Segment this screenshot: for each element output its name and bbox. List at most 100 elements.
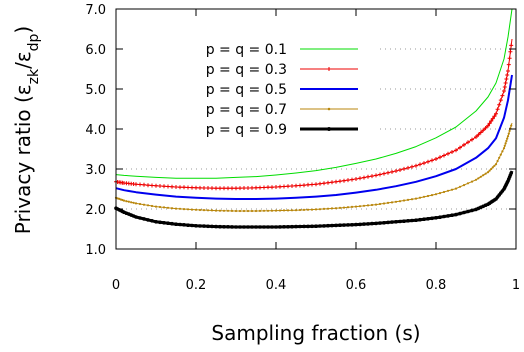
marker-1-6-0 xyxy=(214,186,218,191)
marker-1-10-2 xyxy=(302,183,306,188)
series-line-2 xyxy=(115,74,513,200)
marker-4-2-0 xyxy=(134,215,138,219)
marker-4-13-2 xyxy=(362,222,366,226)
marker-1-23-2 xyxy=(507,56,512,61)
marker-4-14-3 xyxy=(386,220,390,225)
marker-3-18-0 xyxy=(454,187,458,190)
marker-1-17-2 xyxy=(442,153,446,158)
marker-4-4-3 xyxy=(186,223,190,227)
marker-1-9-1 xyxy=(278,184,282,189)
marker-1-2-3 xyxy=(146,183,150,188)
marker-4-11-1 xyxy=(318,224,322,228)
marker-3-23-1 xyxy=(507,132,510,135)
marker-3-18-2 xyxy=(462,184,466,187)
marker-3-21-0 xyxy=(494,163,498,166)
marker-3-13-0 xyxy=(354,205,358,208)
legend-label-2: p = q = 0.5 xyxy=(206,82,287,98)
marker-1-12-1 xyxy=(338,179,342,184)
marker-4-2-3 xyxy=(146,218,150,222)
marker-1-12-3 xyxy=(346,178,350,183)
marker-4-4-0 xyxy=(174,222,178,226)
legend-marker-3 xyxy=(327,107,331,111)
marker-3-20-1 xyxy=(488,169,491,172)
marker-4-3-2 xyxy=(162,221,166,225)
marker-4-6-4 xyxy=(230,225,234,229)
y-tick-label-6: 7.0 xyxy=(85,3,106,18)
marker-3-18-1 xyxy=(458,185,462,188)
marker-4-13-0 xyxy=(354,222,358,227)
marker-4-14-2 xyxy=(382,221,386,225)
marker-4-15-2 xyxy=(402,219,406,223)
marker-4-18-0 xyxy=(454,212,458,217)
series-line-3 xyxy=(115,122,513,212)
marker-4-10-1 xyxy=(298,224,302,229)
marker-1-13-1 xyxy=(358,176,362,181)
marker-4-18-4 xyxy=(470,208,474,213)
marker-4-10-4 xyxy=(310,224,314,229)
marker-1-3-4 xyxy=(170,184,174,189)
axis-ticks: 1.0 2.0 3.0 4.0 5.0 6.0 7.0 0 0.2 0.4 0.6 0.8 1 xyxy=(85,3,520,293)
marker-1-9-3 xyxy=(286,184,290,189)
marker-3-4-1 xyxy=(178,207,182,210)
marker-4-10-0 xyxy=(294,224,298,229)
marker-1-19-2 xyxy=(478,130,483,135)
marker-1-20-2 xyxy=(489,119,494,123)
marker-1-13-4 xyxy=(370,174,374,179)
marker-1-12-2 xyxy=(342,178,346,183)
marker-4-5-2 xyxy=(202,224,206,228)
marker-4-5-4 xyxy=(210,224,214,229)
marker-3-16-3 xyxy=(426,194,430,198)
marker-4-10-3 xyxy=(306,224,310,229)
marker-1-13-0 xyxy=(354,177,358,181)
y-axis-title-sub-zk: zk xyxy=(26,68,42,84)
x-tick-label-2: 0.4 xyxy=(266,278,287,293)
marker-3-23-0 xyxy=(506,135,510,138)
marker-4-9-3 xyxy=(286,225,290,229)
marker-3-2-4 xyxy=(150,204,154,208)
y-tick-label-0: 1.0 xyxy=(85,243,106,258)
marker-1-22-2 xyxy=(503,81,508,85)
marker-3-9-0 xyxy=(274,209,278,212)
marker-3-19-4 xyxy=(484,172,487,175)
marker-3-9-2 xyxy=(282,209,286,212)
marker-4-8-3 xyxy=(266,225,270,229)
marker-4-18-2 xyxy=(462,210,466,215)
marker-1-18-3 xyxy=(466,140,470,145)
marker-3-5-4 xyxy=(210,209,214,212)
marker-4-16-3 xyxy=(426,217,430,221)
marker-1-22-3 xyxy=(504,77,509,81)
marker-1-8-2 xyxy=(262,185,266,190)
marker-3-12-4 xyxy=(350,205,354,208)
marker-1-7-1 xyxy=(238,186,242,191)
marker-4-16-0 xyxy=(414,218,418,222)
y-axis-title-mid: /ε xyxy=(11,51,35,69)
marker-3-6-3 xyxy=(226,209,230,212)
marker-4-13-4 xyxy=(370,221,374,226)
marker-1-21-4 xyxy=(500,93,505,98)
marker-1-3-2 xyxy=(162,184,166,189)
marker-4-12-4 xyxy=(350,223,354,227)
marker-3-4-3 xyxy=(186,208,190,211)
y-tick-label-2: 3.0 xyxy=(85,163,106,178)
y-tick-label-4: 5.0 xyxy=(85,83,106,98)
marker-1-21-0 xyxy=(494,111,498,116)
marker-4-12-0 xyxy=(334,223,338,228)
y-tick-label-1: 2.0 xyxy=(85,203,106,218)
marker-3-8-3 xyxy=(266,209,270,212)
marker-3-13-3 xyxy=(366,204,370,207)
marker-1-7-4 xyxy=(250,185,254,190)
series-markers-1 xyxy=(114,43,514,191)
series-line-0 xyxy=(115,8,513,179)
marker-3-17-0 xyxy=(434,193,438,196)
marker-1-18-4 xyxy=(470,137,474,142)
marker-1-23-0 xyxy=(506,69,510,73)
marker-4-4-4 xyxy=(190,223,194,228)
marker-4-7-4 xyxy=(250,225,254,229)
marker-1-6-3 xyxy=(226,186,230,191)
marker-3-16-2 xyxy=(422,195,426,198)
marker-1-2-1 xyxy=(138,182,142,187)
marker-1-20-0 xyxy=(486,123,490,128)
marker-1-21-1 xyxy=(495,107,500,112)
marker-1-2-0 xyxy=(134,182,138,187)
marker-3-6-2 xyxy=(222,209,226,212)
